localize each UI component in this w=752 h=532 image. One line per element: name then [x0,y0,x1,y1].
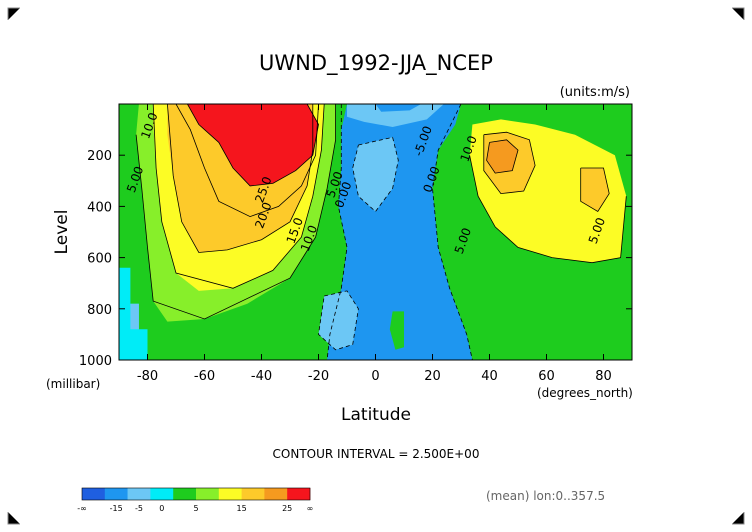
contour-line-sh-10 [152,104,325,289]
colorbar-swatch [104,488,128,500]
x-tick-label: -80 [137,369,158,384]
contour-fill-westerly-patch [389,311,404,350]
y-tick-label: 200 [87,149,112,164]
contour-line-neg-low [318,290,359,351]
contour-fill-southern-shelf-edge [130,303,139,330]
y-tick-label: 600 [87,252,112,267]
x-tick-label: -40 [251,369,272,384]
contour-line-nh-hl [580,167,610,213]
x-tick-label: 80 [595,369,612,384]
units-label: (units:m/s) [560,85,630,100]
colorbar-frame [81,487,311,501]
colorbar-tick-label: -15 [110,504,123,513]
colorbar: -∞ -15 -5 0 5 15 25 ∞ [77,487,314,513]
x-tick-label: 60 [538,369,555,384]
colorbar-swatch [196,488,220,500]
colorbar-tick-label: -5 [135,504,143,513]
colorbar-swatch [173,488,197,500]
contour-fill-nh-jet-highlat [580,168,610,212]
colorbar-swatch [218,488,242,500]
colorbar-tick-label: -∞ [77,504,87,513]
contour-line-sh-20 [175,104,319,218]
colorbar-tick-label: 15 [237,504,247,513]
contour-fill-easterly-vortex [352,137,399,212]
contour-fill-easterly-deep [375,104,422,112]
y-tick-label: 1000 [79,354,112,369]
colorbar-tick-label: 0 [159,504,164,513]
x-tick-label: 0 [371,369,379,384]
x-tick-label: -60 [194,369,215,384]
contour-line-sh-5 [135,104,336,320]
y-axis-label: Level [52,210,72,255]
footer-text: (mean) lon:0..357.5 [486,489,605,503]
contour-line-nh-5 [469,155,627,264]
contour-fill-sh-jet-25 [187,104,319,186]
contour-line-nh-10 [483,131,536,195]
colorbar-swatch [241,488,265,500]
contour-line-nh-15 [486,139,519,174]
colorbar-swatch [82,488,106,500]
x-tick-label: -20 [308,369,329,384]
contour-line-sh-15 [167,104,314,253]
contour-fill-nh-jet-15 [486,139,518,174]
plot-area: 10.05.00 25.020.015.010.05.000.00-5.000.0… [118,103,633,361]
contour-line-zero-east [432,104,473,360]
colorbar-swatch [127,488,151,500]
contour-fill-easterly-upper [347,104,444,127]
y-axis: 200 400 600 800 1000 [79,149,632,369]
colorbar-swatch [287,488,311,500]
x-tick-label: 40 [481,369,498,384]
x-axis: -80 -60 -40 -20 0 20 40 60 80 [137,104,612,384]
x-axis-label: Latitude [341,405,411,425]
x-tick-label: 20 [424,369,441,384]
y-tick-label: 800 [87,303,112,318]
colorbar-swatch [264,488,288,500]
crop-marks [7,7,745,525]
contour-line-zero-west [326,104,348,360]
y-unit-label: (millibar) [46,377,100,391]
contour-line-sh-25 [187,104,319,187]
colorbar-tick-label: ∞ [307,504,314,513]
y-tick-label: 400 [87,200,112,215]
colorbar-tick-label: 25 [282,504,292,513]
x-unit-label: (degrees_north) [537,386,633,400]
colorbar-tick-label: 5 [193,504,198,513]
colorbar-swatch [150,488,174,500]
chart-title: UWND_1992-JJA_NCEP [259,51,493,76]
contour-fill-easterly-lowlev [318,290,359,350]
contour-interval-text: CONTOUR INTERVAL = 2.500E+00 [273,447,480,461]
contour-line-neg-vortex [352,136,399,213]
